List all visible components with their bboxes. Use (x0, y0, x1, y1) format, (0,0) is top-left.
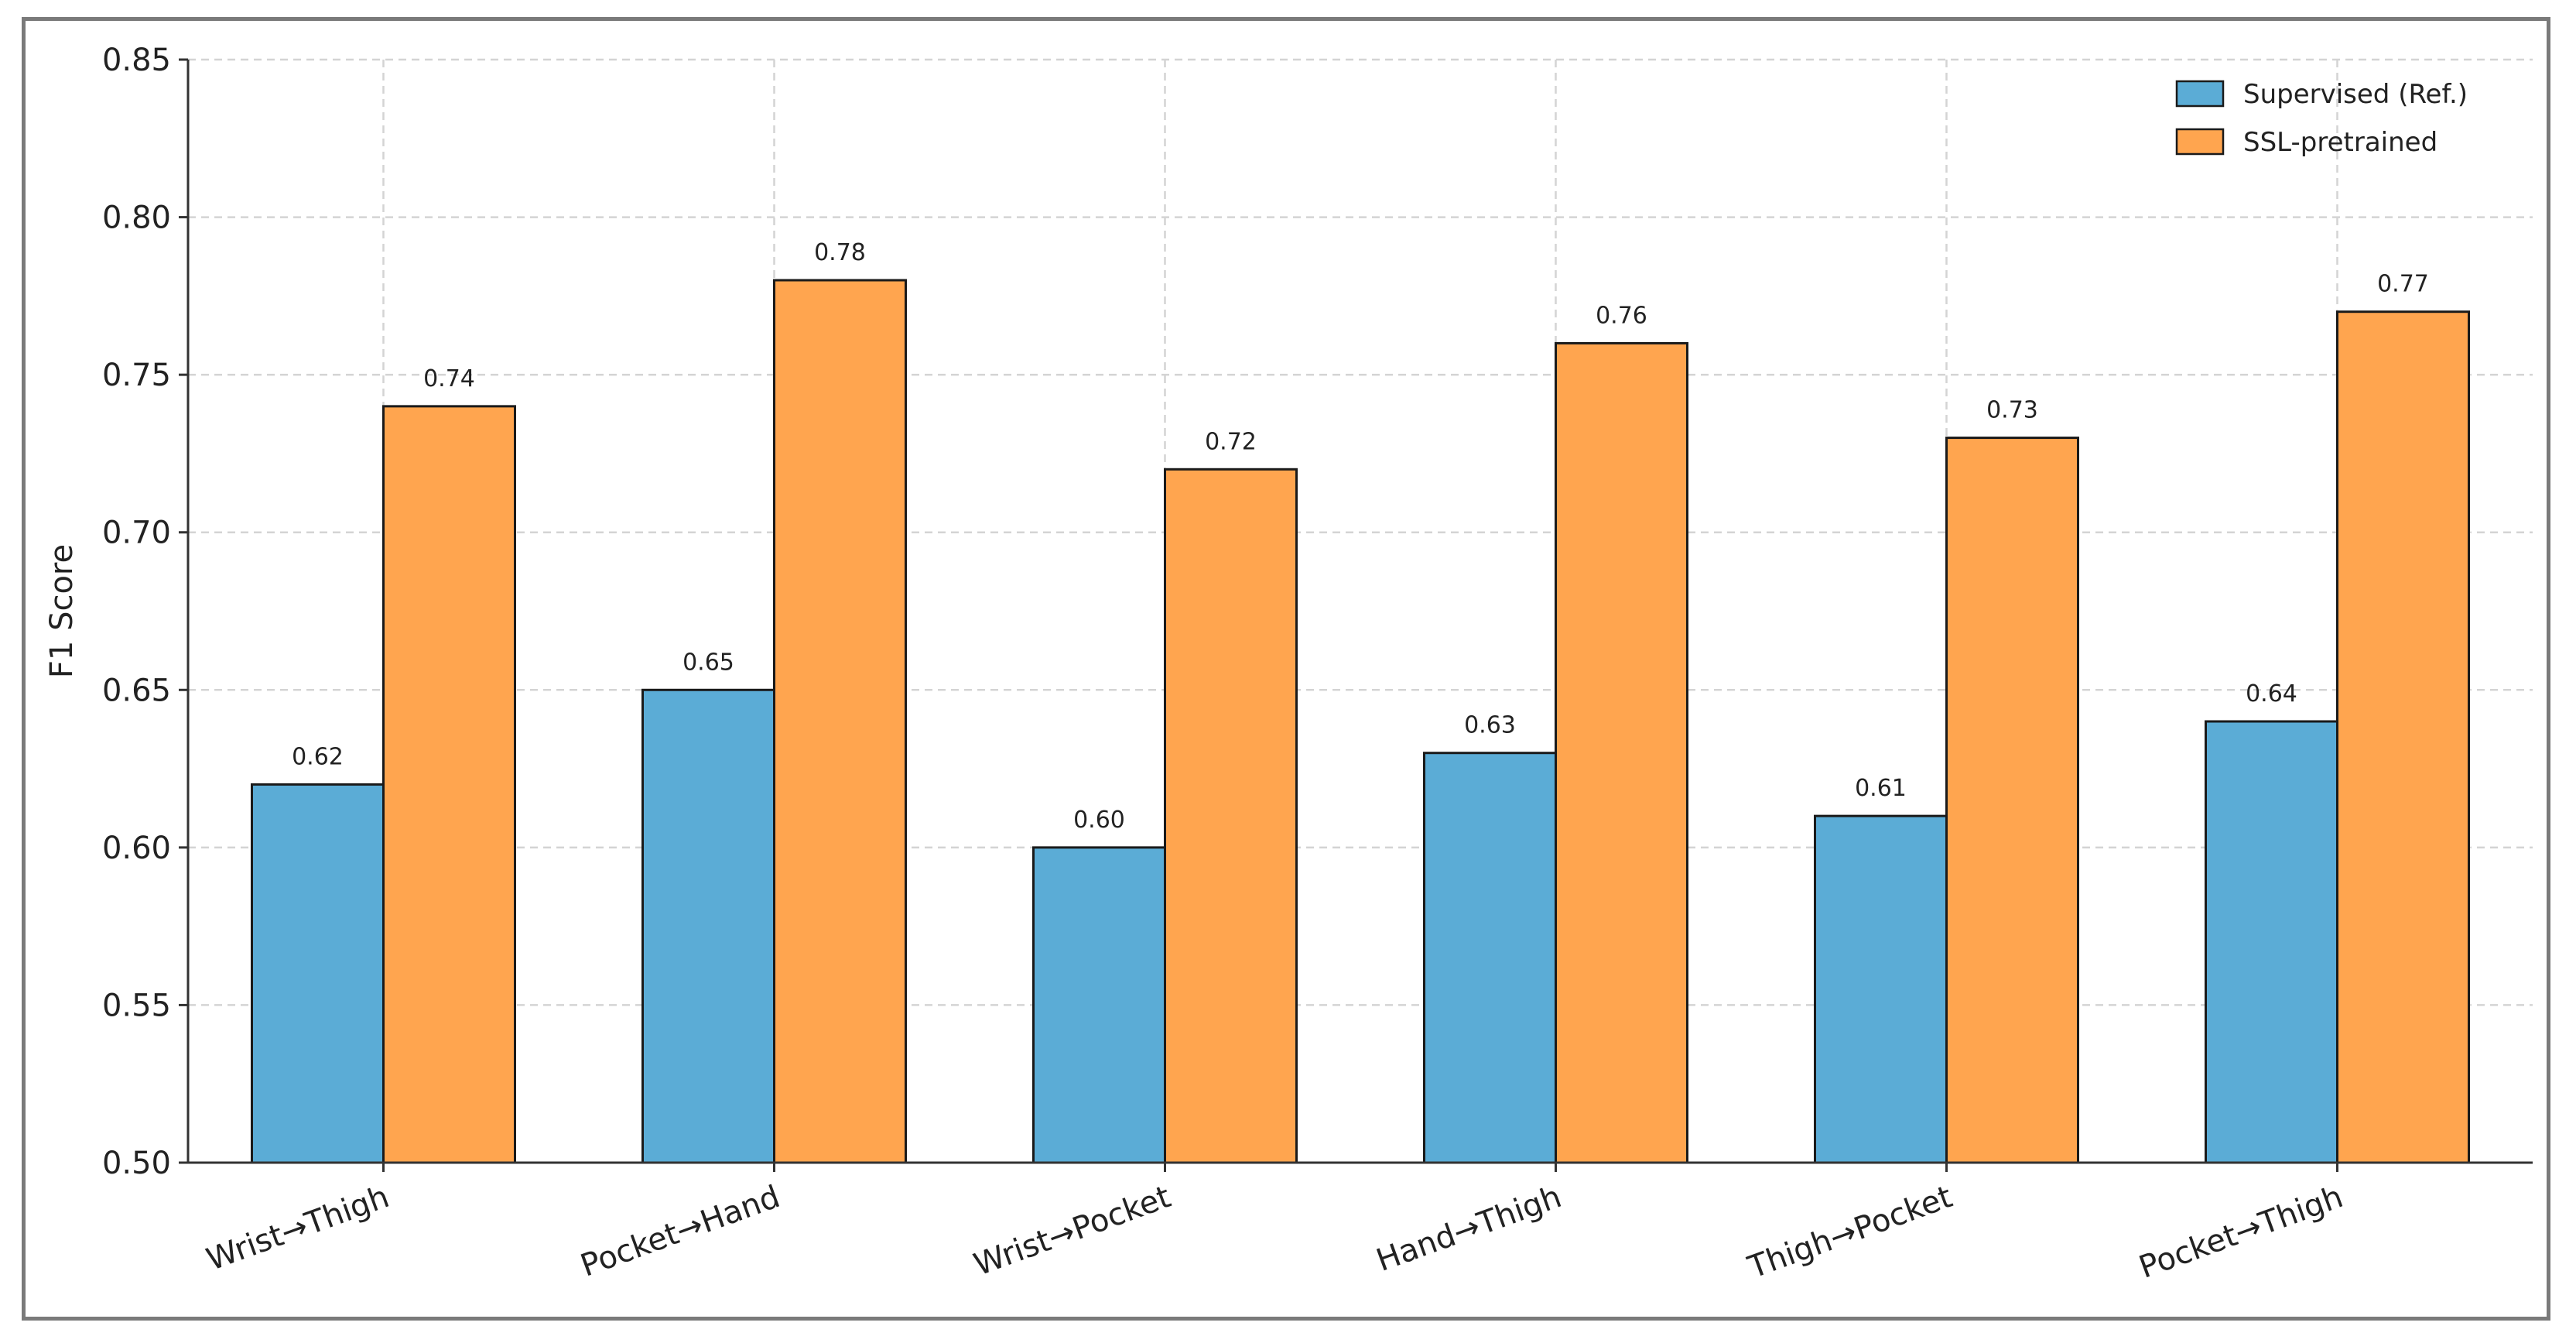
data-label: 0.60 (1073, 807, 1125, 834)
bar-ssl-pretrained (773, 279, 907, 1164)
legend-label: Supervised (Ref.) (2243, 79, 2468, 110)
legend: Supervised (Ref.) SSL-pretrained (2175, 79, 2468, 158)
data-label: 0.73 (1986, 397, 2038, 424)
bar-ssl-pretrained (1164, 468, 1298, 1164)
bar-ssl-pretrained (2336, 310, 2470, 1164)
y-tick-label: 0.75 (102, 358, 171, 393)
data-label: 0.74 (423, 365, 475, 392)
data-label: 0.77 (2377, 271, 2429, 298)
bar-supervised (251, 783, 385, 1164)
grid-lines (188, 58, 2533, 1164)
bar-supervised (641, 688, 775, 1164)
legend-label: SSL-pretrained (2243, 127, 2437, 158)
y-tick-label: 0.85 (102, 43, 171, 78)
y-tick-label: 0.60 (102, 831, 171, 866)
data-label: 0.72 (1205, 428, 1257, 455)
bars (251, 279, 2470, 1164)
bar-ssl-pretrained (1945, 437, 2079, 1164)
bar-ssl-pretrained (1555, 341, 1688, 1164)
data-label: 0.61 (1855, 775, 1907, 802)
legend-swatch (2175, 80, 2225, 108)
chart-frame: 0.50 0.55 0.60 0.65 0.70 0.75 0.80 0.85 0.62 0.65… (22, 17, 2550, 1321)
bar-chart: 0.50 0.55 0.60 0.65 0.70 0.75 0.80 0.85 0.62 0.65… (44, 43, 2533, 1286)
bar-supervised (1814, 814, 1948, 1164)
y-tick-label: 0.55 (102, 988, 171, 1023)
bar-ssl-pretrained (382, 405, 516, 1164)
y-tick-label: 0.50 (102, 1146, 171, 1181)
y-tick-label: 0.80 (102, 200, 171, 236)
bar-supervised (1032, 846, 1166, 1164)
y-axis-title: F1 Score (44, 544, 80, 678)
data-label: 0.65 (682, 649, 734, 676)
x-tick-label: Wrist→Thigh (202, 1179, 394, 1278)
legend-swatch (2175, 128, 2225, 156)
data-label: 0.63 (1464, 712, 1516, 739)
data-label: 0.64 (2246, 680, 2297, 707)
data-label: 0.76 (1596, 302, 1647, 329)
x-tick-label: Hand→Thigh (1372, 1179, 1566, 1279)
x-tick-label: Wrist→Pocket (970, 1179, 1175, 1283)
x-tick-label: Pocket→Hand (576, 1179, 784, 1284)
y-tick-label: 0.70 (102, 516, 171, 551)
x-tick-label: Thigh→Pocket (1743, 1179, 1957, 1286)
x-tick-label: Pocket→Thigh (2134, 1179, 2347, 1286)
y-tick-label: 0.65 (102, 673, 171, 708)
bar-supervised (2205, 720, 2338, 1164)
bar-supervised (1423, 752, 1557, 1164)
axes (179, 58, 2533, 1172)
data-label: 0.78 (814, 239, 866, 266)
data-label: 0.62 (292, 743, 344, 770)
